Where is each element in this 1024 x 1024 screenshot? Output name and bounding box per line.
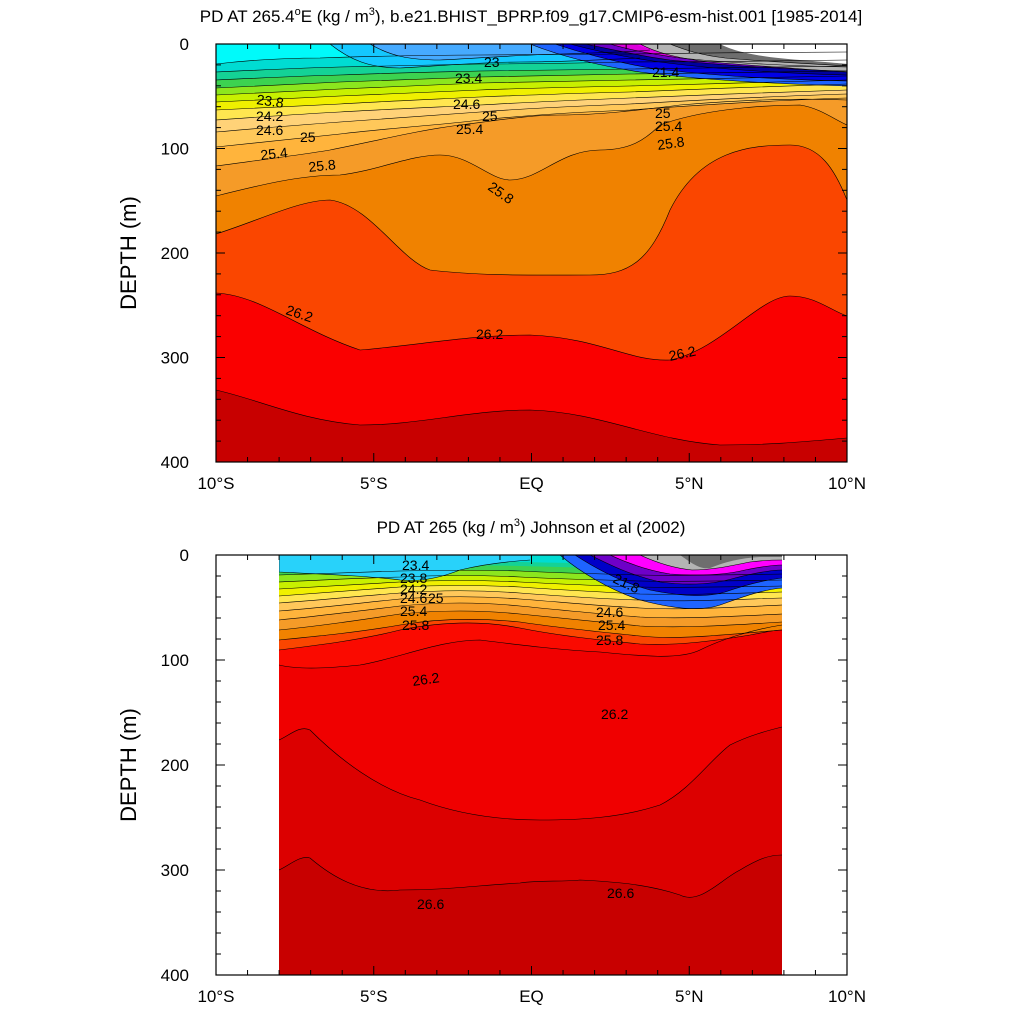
bottom-clabel-25-4: 25.4: [400, 603, 427, 619]
top-axes: 10°S 5°S EQ 5°N 10°N 0 100 200 300 400: [161, 35, 866, 493]
top-clabel-25-4b: 25.4: [456, 121, 483, 137]
bottom-x-tick-label: 5°S: [360, 987, 388, 1006]
top-chart-title: PD AT 265.4oE (kg / m3), b.e21.BHIST_BPR…: [200, 6, 862, 26]
bottom-clabel-25: 25: [428, 590, 444, 606]
top-clabel-25-8: 25.8: [308, 156, 337, 175]
bottom-y-axis-label: DEPTH (m): [116, 708, 141, 822]
bottom-clabel-24-6: 24.6: [400, 590, 427, 606]
top-clabel-25-4: 25.4: [260, 144, 289, 163]
top-clabel-23-4: 23.4: [455, 70, 482, 86]
top-contour-lines: [216, 44, 847, 446]
top-x-tick-label: EQ: [519, 474, 544, 493]
top-y-tick-label: 400: [161, 453, 189, 472]
bottom-contour-fill: [279, 555, 782, 975]
top-clabel-24-6: 24.6: [256, 122, 283, 138]
bottom-clabel-25-8: 25.8: [402, 617, 429, 633]
top-clabel-23-8: 23.8: [256, 91, 285, 111]
bottom-clabel-23-8: 23.8: [400, 570, 427, 586]
bottom-x-tick-label: 10°S: [197, 987, 234, 1006]
top-clabel-25b: 25: [482, 108, 498, 124]
top-y-axis-label: DEPTH (m): [116, 196, 141, 310]
bottom-y-tick-label: 300: [161, 861, 189, 880]
bottom-clabel-24-6b: 24.6: [596, 604, 623, 620]
top-clabel-25-c: 25: [655, 105, 671, 121]
top-y-tick-label: 200: [161, 244, 189, 263]
top-contour-fill: [216, 44, 847, 462]
top-x-tick-label: 5°S: [360, 474, 388, 493]
bottom-y-tick-label: 200: [161, 756, 189, 775]
top-x-tick-label: 10°N: [828, 474, 866, 493]
bottom-x-tick-label: EQ: [519, 987, 544, 1006]
bottom-chart-title: PD AT 265 (kg / m3) Johnson et al (2002): [377, 517, 686, 537]
bottom-y-tick-label: 100: [161, 651, 189, 670]
bottom-band-23-4: [279, 555, 530, 581]
top-y-tick-label: 100: [161, 140, 189, 159]
top-clabel-25-4c: 25.4: [655, 118, 682, 134]
top-clabel-21-4: 21.4: [652, 64, 679, 80]
bottom-x-tick-label: 5°N: [675, 987, 704, 1006]
bottom-clabel-23-4: 23.4: [402, 557, 429, 573]
bottom-y-tick-label: 0: [180, 546, 189, 565]
top-clabel-24-2: 24.2: [256, 108, 283, 124]
top-clabel-24-6b: 24.6: [453, 96, 480, 112]
bottom-axes: 10°S 5°S EQ 5°N 10°N 0 100 200 300 400: [161, 546, 866, 1006]
top-clabel-26-2c: 26.2: [667, 343, 697, 364]
bottom-clabel-25-4b: 25.4: [598, 617, 625, 633]
bottom-y-tick-label: 400: [161, 966, 189, 985]
bottom-band-20-8: [680, 555, 782, 569]
bottom-contour-lines: [279, 555, 782, 898]
bottom-clabel-26-6a: 26.6: [417, 896, 444, 912]
top-y-tick-label: 0: [180, 35, 189, 54]
bottom-clabel-25-8b: 25.8: [596, 632, 623, 648]
top-contour-labels: 23 23.4 23.8 24.2 24.6 25 25.4 25.8 24.6…: [256, 54, 698, 364]
top-x-tick-label: 5°N: [675, 474, 704, 493]
bottom-x-tick-label: 10°N: [828, 987, 866, 1006]
top-clabel-25: 25: [300, 129, 316, 145]
bottom-clabel-24-2: 24.2: [400, 581, 427, 597]
top-clabel-26-2b: 26.2: [476, 326, 503, 342]
top-clabel-23: 23: [484, 54, 500, 70]
top-clabel-25-8c: 25.8: [656, 133, 685, 153]
top-x-tick-label: 10°S: [197, 474, 234, 493]
top-y-tick-label: 300: [161, 349, 189, 368]
bottom-clabel-26-2b: 26.2: [601, 706, 628, 722]
bottom-clabel-26-6b: 26.6: [607, 885, 634, 901]
bottom-contour-labels: 23.4 23.8 24.2 24.6 25 25.4 25.8 26.2 26…: [400, 557, 642, 912]
bottom-clabel-26-2a: 26.2: [411, 669, 440, 689]
